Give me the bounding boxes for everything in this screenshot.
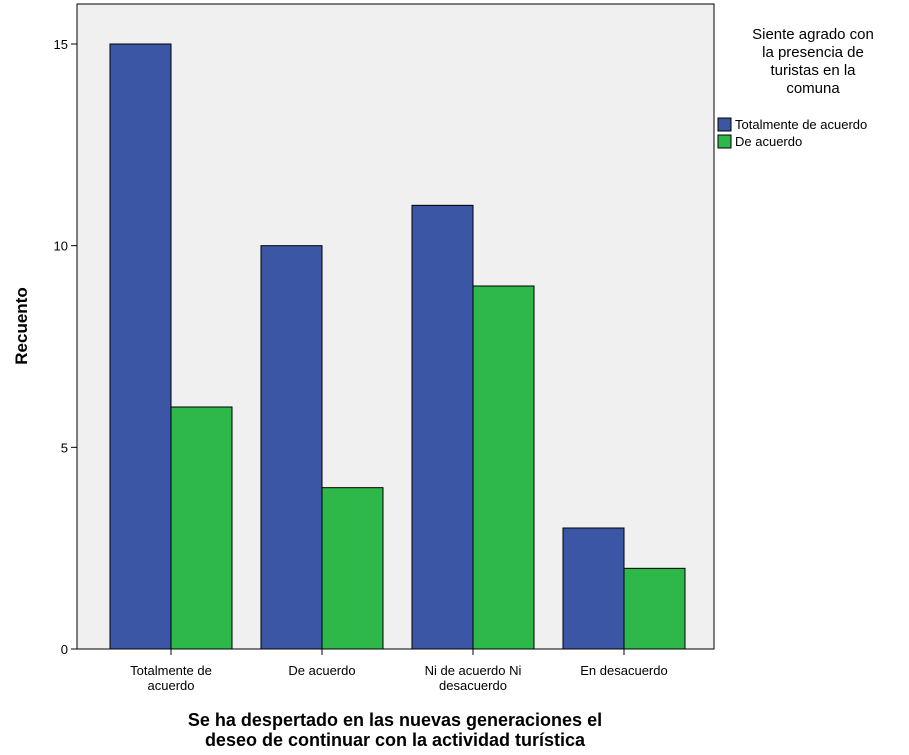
legend-title-line: comuna (786, 80, 840, 97)
y-axis-title: Recuento (12, 287, 31, 364)
legend: Siente agrado con la presencia de turistas… (717, 26, 874, 149)
x-axis-title: Se ha despertado en las nuevas generacio… (188, 710, 602, 750)
x-tick-label: Ni de acuerdo Ni desacuerdo (425, 663, 522, 693)
bar-de-acuerdo (170, 406, 233, 650)
x-tick-label-line: Totalmente de (130, 663, 212, 678)
bar-totalmente-de-acuerdo (109, 43, 172, 650)
bar-totalmente-de-acuerdo (411, 204, 474, 650)
x-tick-label-line: acuerdo (148, 678, 195, 693)
legend-label: Totalmente de acuerdo (735, 117, 867, 132)
y-tick-label: 15 (54, 37, 68, 52)
legend-title-line: Siente agrado con (752, 26, 874, 43)
x-tick-label-line: En desacuerdo (580, 663, 667, 678)
x-axis: Totalmente de acuerdo De acuerdo Ni de acue… (130, 649, 668, 693)
legend-swatch (717, 134, 732, 149)
y-tick-label: 0 (61, 642, 68, 657)
x-tick-label: De acuerdo (288, 663, 355, 678)
bar-totalmente-de-acuerdo (260, 245, 323, 650)
bar-de-acuerdo (472, 285, 535, 650)
legend-title: Siente agrado con la presencia de turistas… (752, 26, 874, 97)
x-axis-title-line: Se ha despertado en las nuevas generacio… (188, 710, 602, 730)
y-axis: 0 5 10 15 (54, 37, 77, 657)
x-tick-label-line: desacuerdo (439, 678, 507, 693)
x-tick-label: Totalmente de acuerdo (130, 663, 212, 693)
legend-title-line: turistas en la (770, 62, 856, 79)
legend-label: De acuerdo (735, 134, 802, 149)
x-tick-label-line: Ni de acuerdo Ni (425, 663, 522, 678)
y-tick-label: 5 (61, 440, 68, 455)
x-tick-label: En desacuerdo (580, 663, 667, 678)
x-tick-label-line: De acuerdo (288, 663, 355, 678)
bar-de-acuerdo (321, 487, 384, 650)
bars (109, 43, 686, 650)
bar-totalmente-de-acuerdo (562, 527, 625, 650)
x-axis-title-line: deseo de continuar con la actividad turí… (205, 730, 586, 750)
legend-swatch (717, 117, 732, 132)
y-tick-label: 10 (54, 239, 68, 254)
bar-de-acuerdo (623, 567, 686, 650)
legend-title-line: la presencia de (762, 44, 864, 61)
